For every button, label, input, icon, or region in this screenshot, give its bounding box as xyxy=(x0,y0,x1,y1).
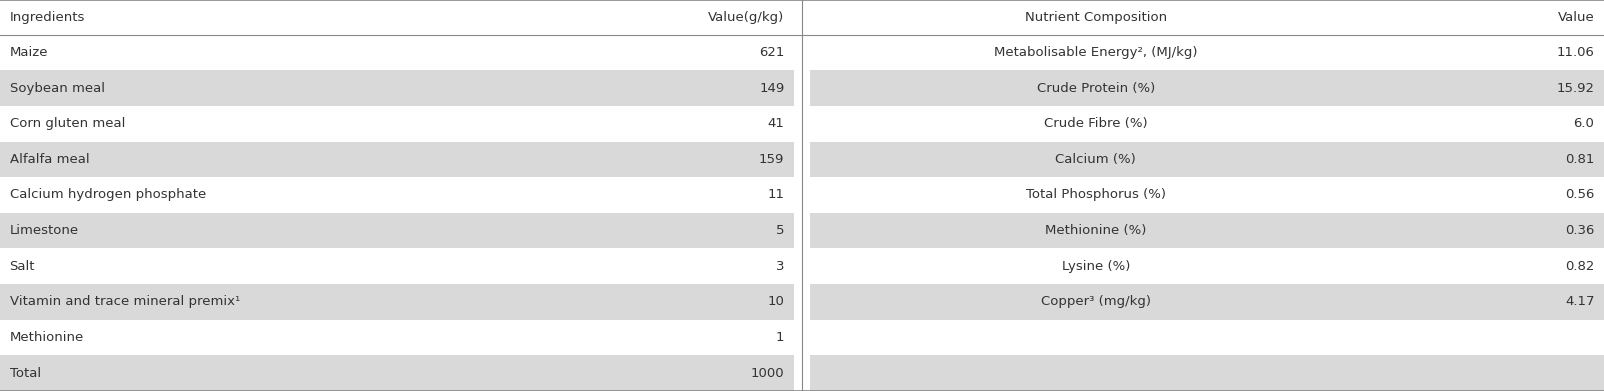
Text: 10: 10 xyxy=(767,295,784,308)
Text: 6.0: 6.0 xyxy=(1574,117,1594,130)
Text: Maize: Maize xyxy=(10,46,48,59)
Text: Methionine (%): Methionine (%) xyxy=(1046,224,1147,237)
Text: Methionine: Methionine xyxy=(10,331,83,344)
Text: 15.92: 15.92 xyxy=(1556,82,1594,95)
Bar xyxy=(810,177,1604,213)
Text: Alfalfa meal: Alfalfa meal xyxy=(10,153,90,166)
Text: 11: 11 xyxy=(767,188,784,201)
Bar xyxy=(0,34,794,70)
Text: Value(g/kg): Value(g/kg) xyxy=(707,11,784,24)
Bar xyxy=(810,248,1604,284)
Bar xyxy=(0,70,794,106)
Bar xyxy=(810,106,1604,142)
Text: Calcium (%): Calcium (%) xyxy=(1055,153,1136,166)
Text: Crude Fibre (%): Crude Fibre (%) xyxy=(1044,117,1148,130)
Bar xyxy=(810,320,1604,355)
Bar xyxy=(0,355,794,391)
Text: Total: Total xyxy=(10,367,40,380)
Text: Soybean meal: Soybean meal xyxy=(10,82,104,95)
Bar xyxy=(810,70,1604,106)
Bar xyxy=(0,142,794,177)
Text: 159: 159 xyxy=(759,153,784,166)
Text: 4.17: 4.17 xyxy=(1566,295,1594,308)
Text: 0.81: 0.81 xyxy=(1566,153,1594,166)
Text: 0.36: 0.36 xyxy=(1566,224,1594,237)
Text: 0.56: 0.56 xyxy=(1566,188,1594,201)
Bar xyxy=(810,142,1604,177)
Text: Ingredients: Ingredients xyxy=(10,11,85,24)
Bar xyxy=(0,177,794,213)
Text: Metabolisable Energy², (MJ/kg): Metabolisable Energy², (MJ/kg) xyxy=(994,46,1198,59)
Text: 41: 41 xyxy=(767,117,784,130)
Bar xyxy=(0,248,794,284)
Text: Corn gluten meal: Corn gluten meal xyxy=(10,117,125,130)
Text: Limestone: Limestone xyxy=(10,224,79,237)
Text: 1: 1 xyxy=(776,331,784,344)
Bar xyxy=(810,284,1604,320)
Text: 5: 5 xyxy=(776,224,784,237)
Text: 1000: 1000 xyxy=(751,367,784,380)
Bar xyxy=(810,355,1604,391)
Bar xyxy=(810,213,1604,248)
Text: Value: Value xyxy=(1557,11,1594,24)
Bar xyxy=(0,0,794,34)
Text: 621: 621 xyxy=(759,46,784,59)
Text: Calcium hydrogen phosphate: Calcium hydrogen phosphate xyxy=(10,188,205,201)
Text: Nutrient Composition: Nutrient Composition xyxy=(1025,11,1168,24)
Text: 3: 3 xyxy=(776,260,784,273)
Text: 11.06: 11.06 xyxy=(1556,46,1594,59)
Text: Lysine (%): Lysine (%) xyxy=(1062,260,1131,273)
Bar xyxy=(810,34,1604,70)
Text: Vitamin and trace mineral premix¹: Vitamin and trace mineral premix¹ xyxy=(10,295,241,308)
Text: Crude Protein (%): Crude Protein (%) xyxy=(1036,82,1155,95)
Text: Salt: Salt xyxy=(10,260,35,273)
Bar xyxy=(810,0,1604,34)
Text: 0.82: 0.82 xyxy=(1566,260,1594,273)
Bar xyxy=(0,320,794,355)
Text: Total Phosphorus (%): Total Phosphorus (%) xyxy=(1027,188,1166,201)
Text: Copper³ (mg/kg): Copper³ (mg/kg) xyxy=(1041,295,1150,308)
Text: 149: 149 xyxy=(759,82,784,95)
Bar xyxy=(0,106,794,142)
Bar xyxy=(0,284,794,320)
Bar xyxy=(0,213,794,248)
